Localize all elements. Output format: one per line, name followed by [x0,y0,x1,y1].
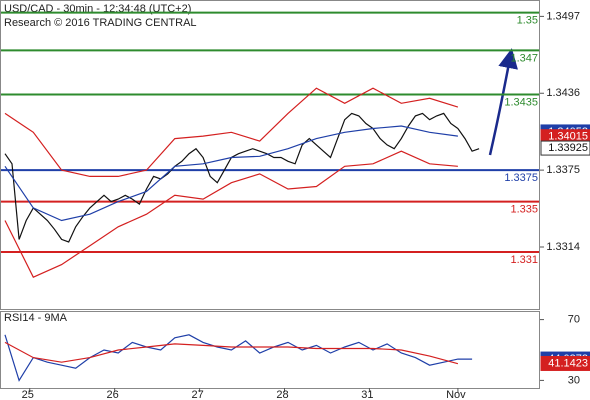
price-label: 1.33925 [548,142,588,154]
level-label: 1.347 [510,52,538,64]
price-label-box [540,140,590,156]
series-line [4,341,459,365]
x-tick-label: 27 [191,389,203,400]
x-tick-label: Nov [446,389,466,400]
forecast-arrow [488,48,518,156]
rsi-title: RSI14 - 9MA [4,312,68,324]
x-tick-label: 25 [22,389,34,400]
x-tick-label: 26 [107,389,119,400]
y-tick-label: 1.3436 [546,87,580,99]
chart-subtitle: Research © 2016 TRADING CENTRAL [4,17,197,29]
y-tick-label: 70 [568,314,580,326]
y-tick-label: 30 [568,374,580,386]
level-label: 1.3435 [504,96,538,108]
x-tick-label: 31 [361,389,373,400]
level-label: 1.335 [510,204,538,216]
y-tick-label: 1.3497 [546,10,580,22]
level-label: 1.3375 [504,172,538,184]
level-label: 1.35 [517,15,538,27]
series-line [4,150,458,278]
level-label: 1.331 [510,254,538,266]
series-line [4,334,473,382]
price-label: 41.1423 [548,357,588,369]
series-line [4,87,459,177]
y-tick-label: 1.3314 [546,241,580,253]
price-label-box [540,355,590,371]
y-tick-label: 1.3375 [546,164,580,176]
rsi-pane [0,311,540,389]
x-tick-label: 28 [276,389,288,400]
price-label: 1.34015 [548,131,588,143]
series-line [4,125,458,222]
